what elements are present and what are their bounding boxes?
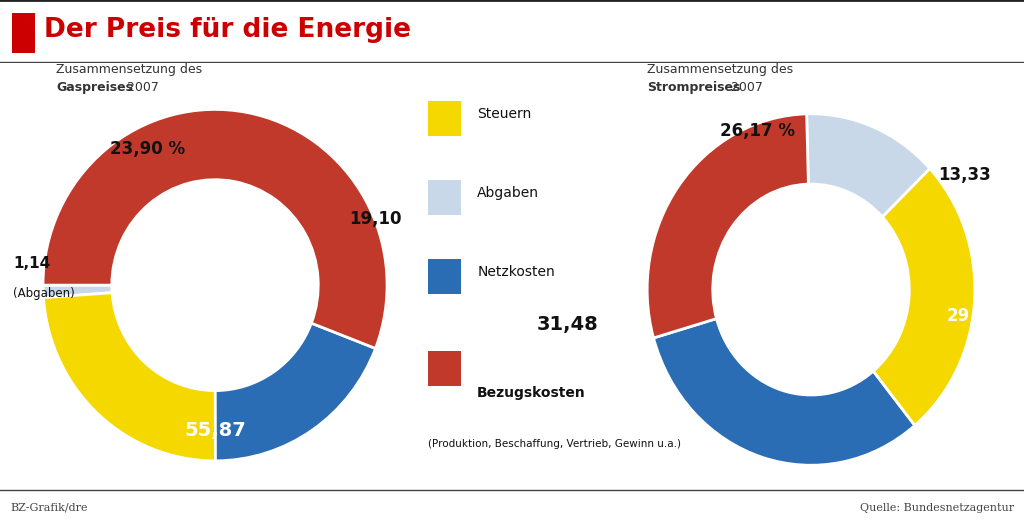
Text: Zusammensetzung des: Zusammensetzung des bbox=[647, 63, 794, 76]
Bar bbox=[428, 259, 462, 294]
Text: 23,90 %: 23,90 % bbox=[110, 140, 184, 158]
Text: Abgaben: Abgaben bbox=[477, 186, 540, 200]
Wedge shape bbox=[43, 285, 112, 298]
Text: 26,17 %: 26,17 % bbox=[720, 122, 796, 140]
Text: Bezugskosten: Bezugskosten bbox=[477, 386, 586, 400]
Text: Strompreises: Strompreises bbox=[647, 81, 740, 94]
Wedge shape bbox=[653, 319, 914, 465]
Text: Steuern: Steuern bbox=[477, 107, 531, 121]
Wedge shape bbox=[807, 114, 930, 217]
Text: 2007: 2007 bbox=[123, 81, 159, 94]
Text: 2007: 2007 bbox=[727, 81, 763, 94]
Bar bbox=[428, 100, 462, 136]
Wedge shape bbox=[43, 293, 215, 461]
Text: 19,10: 19,10 bbox=[349, 210, 402, 228]
Text: Gaspreises: Gaspreises bbox=[56, 81, 133, 94]
Text: BZ-Grafik/dre: BZ-Grafik/dre bbox=[10, 503, 88, 513]
Bar bbox=[428, 180, 462, 215]
Wedge shape bbox=[43, 109, 387, 348]
Text: Der Preis für die Energie: Der Preis für die Energie bbox=[44, 17, 411, 43]
Bar bbox=[428, 351, 462, 386]
Text: (Produktion, Beschaffung, Vertrieb, Gewinn u.a.): (Produktion, Beschaffung, Vertrieb, Gewi… bbox=[428, 439, 681, 449]
Text: 55,87: 55,87 bbox=[184, 420, 246, 440]
Wedge shape bbox=[215, 323, 376, 461]
Wedge shape bbox=[647, 114, 808, 338]
Text: 31,48: 31,48 bbox=[537, 315, 598, 334]
Text: 13,33: 13,33 bbox=[938, 166, 991, 184]
Text: Zusammensetzung des: Zusammensetzung des bbox=[56, 63, 202, 76]
Text: Quelle: Bundesnetzagentur: Quelle: Bundesnetzagentur bbox=[859, 503, 1014, 513]
Wedge shape bbox=[873, 168, 975, 426]
Text: 29,02: 29,02 bbox=[946, 307, 999, 325]
Bar bbox=[12, 13, 35, 53]
Text: 1,14: 1,14 bbox=[13, 256, 50, 271]
Text: Netzkosten: Netzkosten bbox=[477, 265, 555, 279]
Text: (Abgaben): (Abgaben) bbox=[13, 288, 75, 300]
